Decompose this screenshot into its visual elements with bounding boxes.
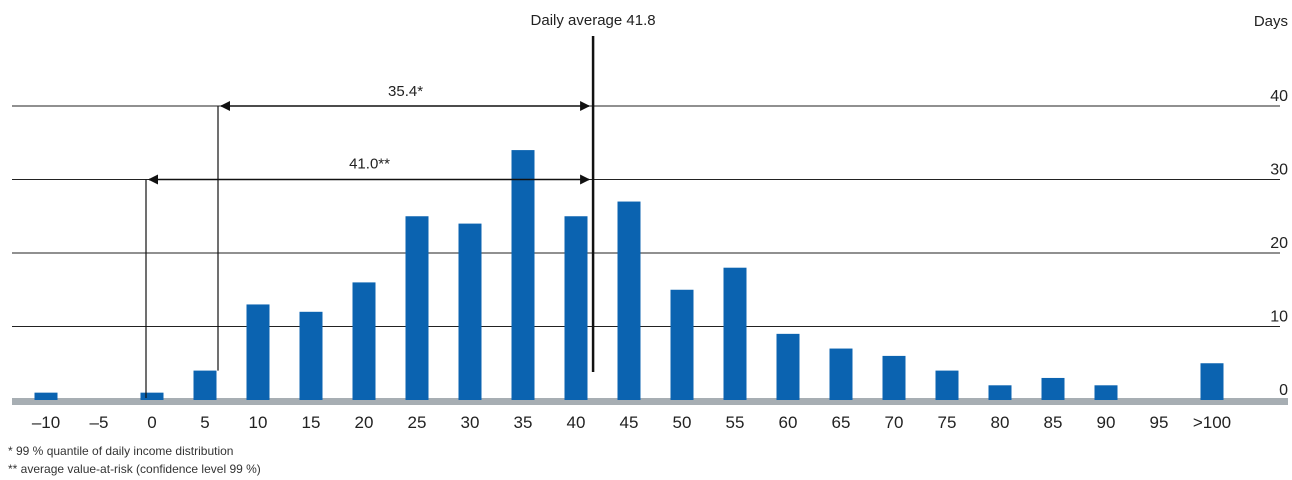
x-tick-label: 0 (147, 413, 156, 432)
bar (670, 289, 694, 400)
bar (776, 333, 800, 400)
bar (458, 223, 482, 400)
x-tick-label: 25 (408, 413, 427, 432)
x-tick-label: 20 (355, 413, 374, 432)
x-tick-label: 55 (726, 413, 745, 432)
bar (935, 370, 959, 400)
x-tick-label: >100 (1193, 413, 1231, 432)
x-tick-label: 35 (514, 413, 533, 432)
y-tick-label: 10 (1270, 309, 1288, 326)
x-tick-label: 60 (779, 413, 798, 432)
income-distribution-chart: –10 –5 0 5 10 15 20 25 30 35 40 45 50 55 60 65 70 75 80 85 9… (12, 12, 1288, 432)
bar (511, 150, 535, 400)
footnote-var-quantile: * 99 % quantile of daily income distribu… (8, 444, 234, 458)
footnote-avg-var: ** average value-at-risk (confidence lev… (8, 462, 261, 476)
bar (405, 216, 429, 400)
x-tick-label: 90 (1097, 413, 1116, 432)
x-tick-label: –10 (32, 413, 60, 432)
bar (1200, 363, 1224, 400)
bar (988, 385, 1012, 400)
x-tick-label: 45 (620, 413, 639, 432)
bar (617, 201, 641, 400)
bar (829, 348, 853, 400)
daily-average-label: Daily average 41.8 (531, 12, 656, 29)
bar (352, 282, 376, 400)
x-tick-label: 50 (673, 413, 692, 432)
bar (246, 304, 270, 400)
bar (34, 392, 58, 400)
y-tick-label: 0 (1279, 382, 1288, 399)
x-tick-label: 95 (1150, 413, 1169, 432)
bar (723, 267, 747, 400)
bar (1041, 377, 1065, 400)
x-tick-label: 65 (832, 413, 851, 432)
x-tick-label: 30 (461, 413, 480, 432)
y-tick-label: 40 (1270, 88, 1288, 105)
x-tick-label: 5 (200, 413, 209, 432)
var-quantile-label: 35.4* (388, 83, 423, 100)
x-tick-label: 15 (302, 413, 321, 432)
bar (299, 311, 323, 400)
bar (882, 355, 906, 400)
x-tick-label: 75 (938, 413, 957, 432)
x-tick-label: 10 (249, 413, 268, 432)
y-axis-label: Days (1254, 13, 1288, 30)
x-axis-baseline (12, 398, 1288, 405)
x-tick-label: 70 (885, 413, 904, 432)
x-tick-label: 80 (991, 413, 1010, 432)
x-tick-label: 85 (1044, 413, 1063, 432)
x-tick-label: 40 (567, 413, 586, 432)
avg-var-label: 41.0** (349, 156, 390, 173)
bar (1094, 385, 1118, 400)
bar (140, 392, 164, 400)
y-tick-label: 20 (1270, 235, 1288, 252)
bar (564, 216, 588, 400)
bar (193, 370, 217, 400)
x-tick-label: –5 (90, 413, 109, 432)
y-tick-label: 30 (1270, 162, 1288, 179)
